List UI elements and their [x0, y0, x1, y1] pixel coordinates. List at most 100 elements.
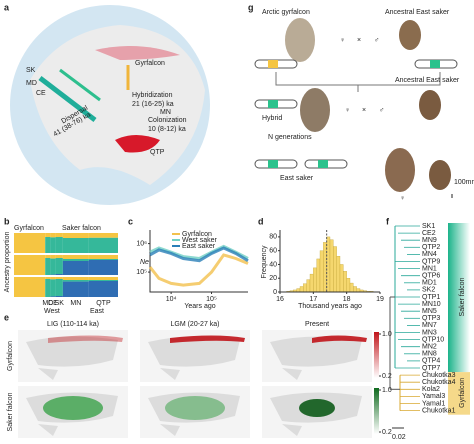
saker-range	[299, 399, 335, 417]
leaf-label: MN8	[422, 351, 437, 358]
leaf-label: Chukotka4	[422, 379, 456, 386]
label: QTP	[96, 300, 111, 307]
label: MD	[42, 300, 53, 307]
leaf-label: Yamal1	[422, 400, 445, 407]
label: Frequency	[261, 245, 268, 279]
ancestry-bar	[45, 233, 51, 237]
label: 17	[309, 296, 317, 303]
ancestry-bar	[45, 255, 51, 258]
panel-label: d	[258, 216, 264, 226]
land	[270, 336, 362, 380]
label: 20	[269, 275, 277, 282]
ancestry-bar	[62, 277, 89, 280]
ancestry-bar	[14, 255, 46, 275]
ancestry-bar	[50, 279, 56, 297]
leaf-label: Yamal3	[422, 393, 445, 400]
leaf-label: MN5	[422, 308, 437, 315]
leaf-label: MN7	[422, 322, 437, 329]
leaf-label: QTP9	[422, 258, 440, 265]
panel-label: b	[4, 216, 10, 226]
label: West	[44, 308, 60, 315]
ancestry-bar	[55, 274, 63, 275]
site-label: QTP	[150, 149, 165, 156]
ancestry-bar	[62, 255, 89, 259]
ancestry-bar	[88, 260, 118, 275]
gyr-range	[312, 335, 367, 343]
hist-bar	[306, 279, 311, 293]
ancestry-bar	[62, 280, 89, 282]
label: 0	[273, 289, 277, 296]
site-label: MN	[160, 109, 171, 116]
ancestry-bar	[88, 280, 118, 281]
ancestry-bar	[88, 281, 118, 297]
label: 19	[376, 296, 384, 303]
label: ♀	[400, 195, 405, 202]
leaf-label: QTP1	[422, 294, 440, 301]
label: 10⁶	[136, 240, 147, 247]
label: 10⁵	[206, 296, 217, 303]
ancestry-bar	[88, 237, 118, 253]
colorbar	[374, 388, 379, 434]
panel-label: g	[248, 2, 254, 12]
panel-label: c	[128, 216, 133, 226]
land	[26, 336, 118, 380]
label: 60	[269, 248, 277, 255]
label: Colonization	[148, 117, 187, 124]
ancestry-bar	[45, 277, 51, 279]
label: Saker falcon	[459, 277, 466, 316]
gyr-range	[170, 335, 245, 343]
hist-bar	[346, 278, 351, 293]
ancestry-bar	[88, 255, 118, 259]
label: 10 (8-12) ka	[148, 126, 186, 133]
hist-bar	[353, 286, 357, 293]
label: Ne	[140, 259, 149, 266]
hist-bar	[336, 256, 341, 293]
label: Gyrfalcon	[135, 60, 165, 67]
ancestry-bar	[55, 255, 63, 258]
label: Gyrfalcon	[7, 341, 14, 371]
leaf-label: MN10	[422, 301, 441, 308]
ne-line	[148, 253, 249, 287]
ancestry-bar	[62, 238, 89, 253]
leaf-label: Chukotka1	[422, 407, 456, 414]
legend-label: East saker	[182, 243, 216, 250]
panel-label: e	[4, 312, 9, 322]
leaf-label: QTP10	[422, 336, 444, 343]
panel-g-art	[254, 18, 458, 198]
label: 10⁴	[166, 296, 177, 303]
label: Gyrfalcon	[14, 225, 44, 232]
leaf-label: QTP3	[422, 315, 440, 322]
hist-bar	[333, 246, 337, 293]
leaf-label: QTP2	[422, 244, 440, 251]
label: 100mm	[454, 179, 474, 186]
label: Saker falcon	[7, 392, 14, 431]
label: N generations	[268, 134, 312, 141]
label: CE	[48, 300, 58, 307]
label: 1.0	[382, 331, 392, 338]
hist-bar	[309, 273, 314, 293]
leaf-label: MN4	[422, 251, 437, 258]
leaf-label: QTP6	[422, 273, 440, 280]
leaf-label: MN1	[422, 265, 437, 272]
colorbar	[374, 332, 379, 378]
ancestry-bar	[55, 233, 63, 237]
ancestry-bar	[88, 259, 118, 260]
label: Gyrfalcon	[459, 378, 466, 408]
label: 0.2	[382, 429, 392, 436]
gyr-band	[448, 372, 470, 415]
leaf-label: MN9	[422, 237, 437, 244]
label: East	[90, 308, 104, 315]
label: 0.2	[382, 373, 392, 380]
label: 18	[343, 296, 351, 303]
leaf-label: SK2	[422, 287, 435, 294]
label: SK	[55, 300, 65, 307]
ancestry-bar	[88, 277, 118, 280]
label: Saker falcon	[62, 225, 101, 232]
leaf-label: MD1	[422, 280, 437, 287]
label: LIG (110-114 ka)	[47, 321, 99, 328]
hist-bar	[349, 282, 354, 293]
site-label: CE	[36, 90, 46, 97]
hist-bar	[323, 242, 327, 293]
ne-line	[149, 246, 249, 263]
